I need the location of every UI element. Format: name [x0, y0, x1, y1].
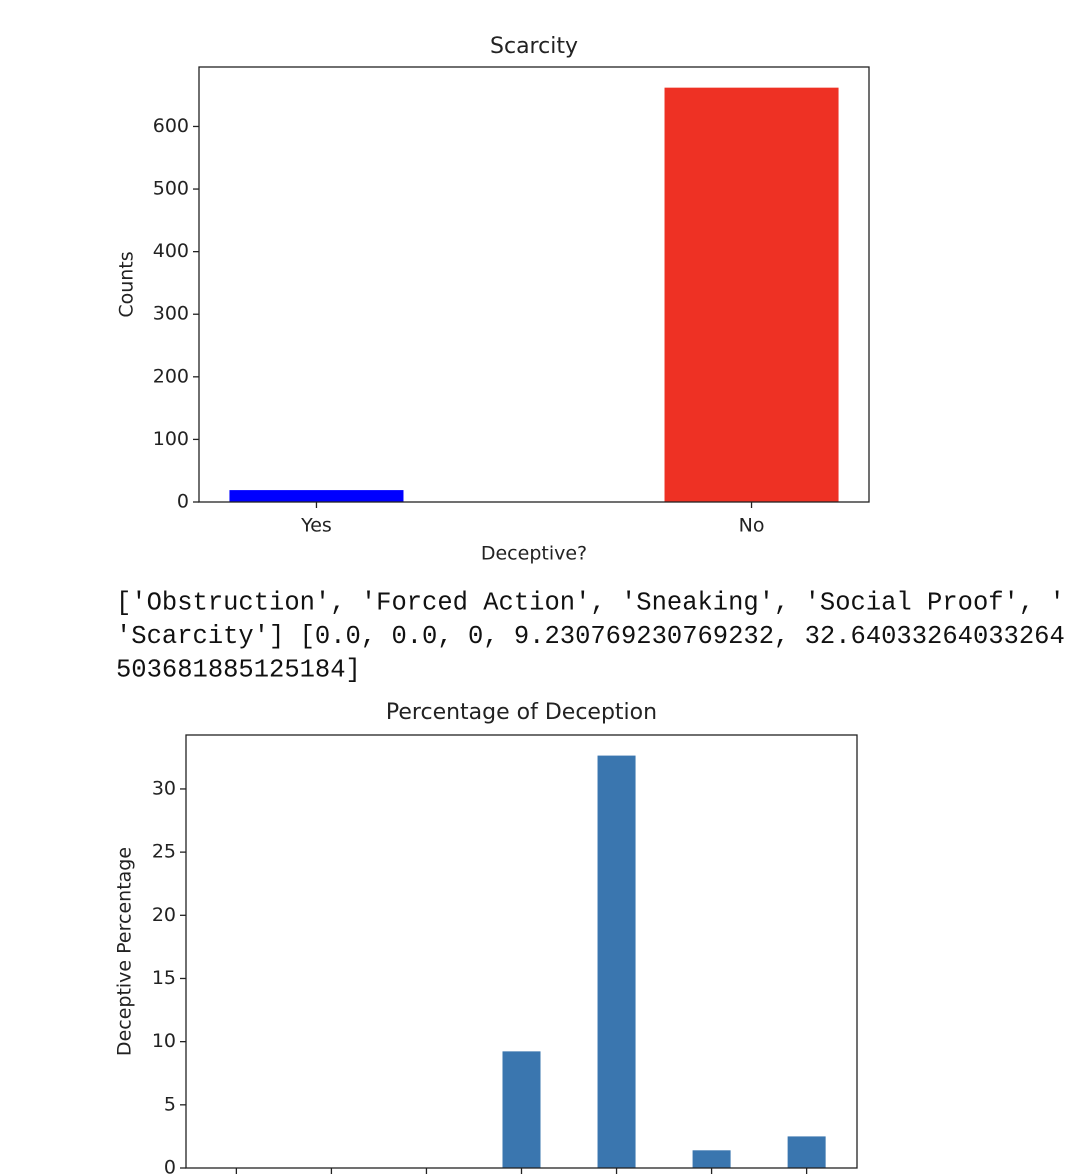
y-tick-label: 20 — [152, 904, 176, 926]
x-axis-label: Deceptive? — [481, 543, 587, 565]
y-tick-label: 10 — [152, 1030, 176, 1052]
bar — [692, 1150, 731, 1168]
bar — [597, 755, 636, 1168]
y-tick-label: 30 — [152, 777, 176, 799]
output-line: 503681885125184] — [116, 656, 361, 685]
x-tick-label: No — [739, 515, 765, 537]
output-line: 'Scarcity'] [0.0, 0.0, 0, 9.230769230769… — [116, 622, 1065, 651]
y-tick-label: 15 — [152, 967, 176, 989]
x-tick-label: Yes — [300, 515, 332, 537]
bar — [664, 87, 839, 503]
plot-frame — [185, 734, 858, 1169]
y-tick-label: 600 — [153, 115, 189, 137]
y-tick-label: 200 — [153, 365, 189, 387]
y-tick-label: 0 — [164, 1157, 176, 1174]
output-line: ['Obstruction', 'Forced Action', 'Sneaki… — [116, 589, 1065, 618]
bar — [502, 1051, 541, 1168]
y-tick-label: 100 — [153, 428, 189, 450]
y-tick-label: 5 — [164, 1093, 176, 1115]
y-tick-label: 0 — [177, 491, 189, 513]
y-tick-label: 25 — [152, 841, 176, 863]
bar — [787, 1136, 826, 1168]
y-tick-label: 300 — [153, 303, 189, 325]
y-axis-label: Counts — [116, 251, 138, 317]
y-axis-label: Deceptive Percentage — [114, 847, 136, 1056]
chart-title: Scarcity — [490, 34, 578, 59]
y-tick-label: 400 — [153, 240, 189, 262]
chart-title: Percentage of Deception — [386, 700, 657, 725]
y-tick-label: 500 — [153, 178, 189, 200]
plot-frame — [198, 66, 870, 503]
bar — [229, 490, 404, 502]
